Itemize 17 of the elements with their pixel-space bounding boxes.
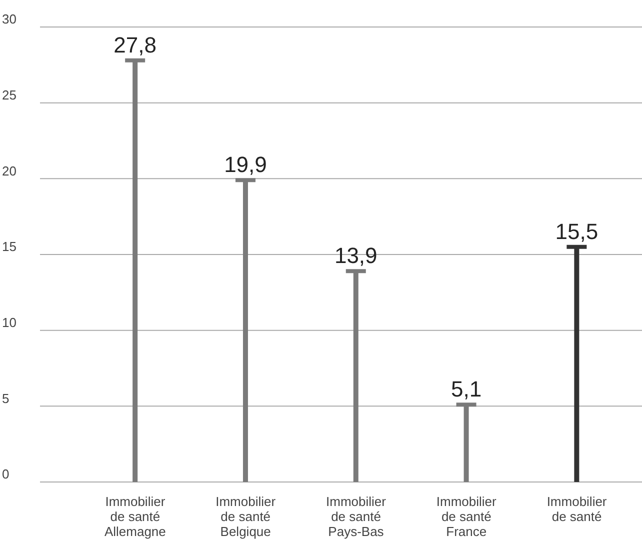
x-tick-label: Immobilier de santé Allemagne xyxy=(104,494,166,539)
y-tick-label: 15 xyxy=(2,239,16,254)
x-tick-label: Immobilier de santé France xyxy=(436,494,498,539)
data-label: 5,1 xyxy=(450,376,482,402)
data-label: 13,9 xyxy=(334,243,378,268)
y-tick-label: 10 xyxy=(2,314,16,330)
data-label: 27,8 xyxy=(114,32,156,58)
x-tick-label: Immobilier de santé xyxy=(546,494,608,524)
data-label: 19,9 xyxy=(224,152,267,178)
y-tick-label: 0 xyxy=(2,466,10,482)
x-tick-label: Immobilier de santé Belgique xyxy=(216,494,276,539)
y-tick-label: 5 xyxy=(2,390,10,406)
data-label: 15,5 xyxy=(555,218,598,244)
y-tick-label: 20 xyxy=(2,163,16,178)
y-tick-label: 25 xyxy=(2,87,16,102)
x-tick-label: Immobilier de santé Pays-Bas xyxy=(326,494,387,539)
y-tick-label: 30 xyxy=(2,12,16,27)
